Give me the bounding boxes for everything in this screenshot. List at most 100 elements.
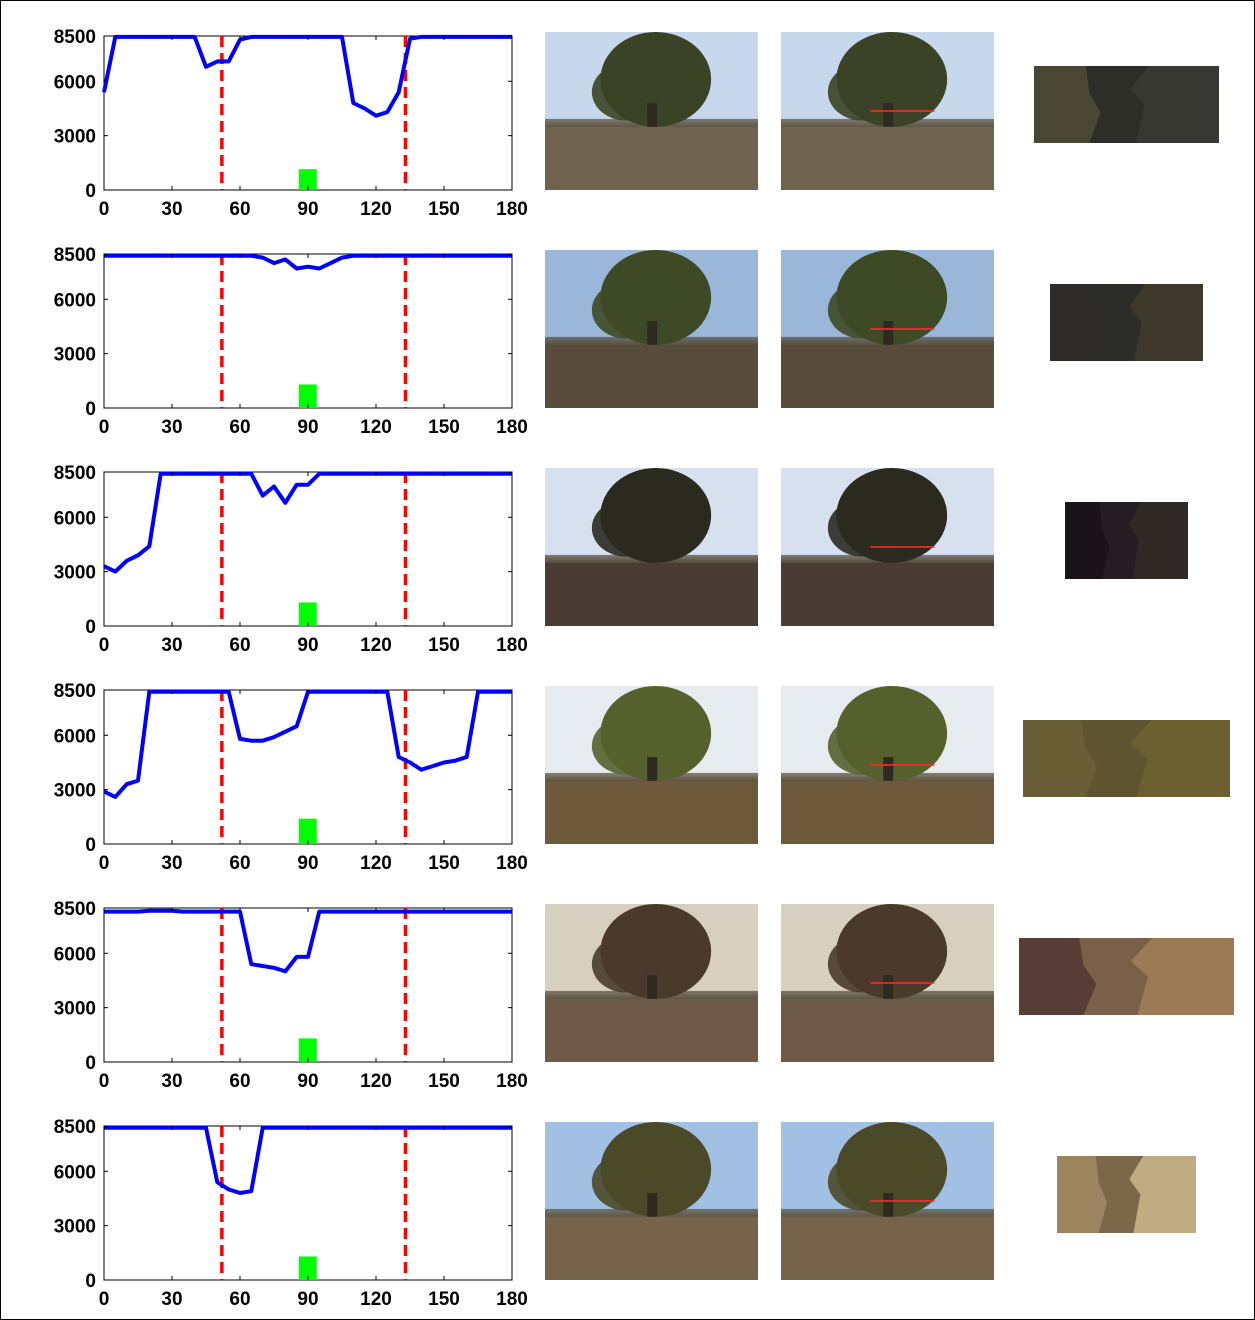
x-tick-label: 0 (99, 635, 110, 656)
x-tick-label: 90 (297, 1289, 318, 1310)
y-tick-label: 8500 (54, 245, 96, 266)
plot-area (103, 689, 513, 845)
y-tick-label: 8500 (54, 681, 96, 702)
x-tick-label: 30 (161, 199, 182, 220)
scene-image-annotated (781, 32, 994, 190)
signal-chart: 0 30 60 90 120 150 180 0 3000 6000 8500 (54, 27, 528, 220)
x-tick-label: 150 (428, 635, 460, 656)
x-tick-label: 0 (99, 1289, 110, 1310)
y-tick-label: 3000 (54, 1217, 96, 1238)
green-bar (298, 602, 317, 626)
scene-image-annotated (781, 250, 994, 408)
x-tick-label: 120 (360, 635, 392, 656)
segmentation-patch (1065, 502, 1188, 579)
x-tick-label: 90 (297, 199, 318, 220)
x-tick-label: 180 (496, 635, 528, 656)
scene-image (545, 1122, 758, 1280)
figure-row-5: 0 30 60 90 120 150 180 0 3000 6000 8500 (0, 899, 1255, 1098)
y-tick-label: 3000 (54, 999, 96, 1020)
plot-area (103, 35, 513, 191)
figure-row-4: 0 30 60 90 120 150 180 0 3000 6000 8500 (0, 681, 1255, 880)
x-tick-label: 30 (161, 417, 182, 438)
y-tick-label: 3000 (54, 345, 96, 366)
scene-image-annotated (781, 904, 994, 1062)
green-bar (298, 1038, 317, 1062)
green-bar (298, 1256, 317, 1280)
y-tick-label: 0 (85, 399, 96, 420)
x-tick-label: 0 (99, 853, 110, 874)
x-tick-label: 30 (161, 1071, 182, 1092)
y-tick-label: 0 (85, 617, 96, 638)
x-tick-label: 60 (229, 1071, 250, 1092)
x-tick-label: 90 (297, 853, 318, 874)
x-tick-label: 120 (360, 417, 392, 438)
y-tick-label: 8500 (54, 1117, 96, 1138)
y-tick-label: 3000 (54, 127, 96, 148)
x-tick-label: 120 (360, 1071, 392, 1092)
x-tick-label: 60 (229, 635, 250, 656)
segmentation-patch (1023, 720, 1230, 797)
y-tick-label: 0 (85, 1053, 96, 1074)
signal-chart: 0 30 60 90 120 150 180 0 3000 6000 8500 (54, 463, 528, 656)
y-tick-label: 6000 (54, 508, 96, 529)
scene-image (545, 32, 758, 190)
figure-row-2: 0 30 60 90 120 150 180 0 3000 6000 8500 (0, 245, 1255, 444)
scene-image (545, 686, 758, 844)
x-tick-label: 180 (496, 199, 528, 220)
figure-row-6: 0 30 60 90 120 150 180 0 3000 6000 8500 (0, 1117, 1255, 1316)
x-tick-label: 120 (360, 199, 392, 220)
green-bar (298, 384, 317, 408)
x-tick-label: 90 (297, 635, 318, 656)
segmentation-patch (1050, 284, 1203, 361)
x-tick-label: 90 (297, 417, 318, 438)
scene-image (545, 468, 758, 626)
signal-chart: 0 30 60 90 120 150 180 0 3000 6000 8500 (54, 681, 528, 874)
green-bar (298, 169, 317, 190)
x-tick-label: 120 (360, 853, 392, 874)
signal-chart: 0 30 60 90 120 150 180 0 3000 6000 8500 (54, 245, 528, 438)
x-tick-label: 180 (496, 1071, 528, 1092)
plot-area (103, 471, 513, 627)
x-tick-label: 180 (496, 417, 528, 438)
y-tick-label: 8500 (54, 463, 96, 484)
scene-image (545, 904, 758, 1062)
x-tick-label: 150 (428, 199, 460, 220)
y-tick-label: 6000 (54, 290, 96, 311)
x-tick-label: 60 (229, 1289, 250, 1310)
segmentation-patch (1034, 66, 1219, 143)
segmentation-patch (1057, 1156, 1196, 1233)
plot-area (103, 253, 513, 409)
signal-chart: 0 30 60 90 120 150 180 0 3000 6000 8500 (54, 899, 528, 1092)
x-tick-label: 90 (297, 1071, 318, 1092)
x-tick-label: 150 (428, 853, 460, 874)
x-tick-label: 150 (428, 417, 460, 438)
y-tick-label: 3000 (54, 781, 96, 802)
figure-row-3: 0 30 60 90 120 150 180 0 3000 6000 8500 (0, 463, 1255, 662)
green-bar (298, 818, 317, 844)
x-tick-label: 30 (161, 853, 182, 874)
x-tick-label: 180 (496, 853, 528, 874)
segmentation-patch (1019, 938, 1234, 1015)
scene-image-annotated (781, 468, 994, 626)
scene-image (545, 250, 758, 408)
y-tick-label: 6000 (54, 944, 96, 965)
x-tick-label: 30 (161, 1289, 182, 1310)
y-tick-label: 8500 (54, 27, 96, 48)
x-tick-label: 30 (161, 635, 182, 656)
y-tick-label: 6000 (54, 72, 96, 93)
x-tick-label: 150 (428, 1289, 460, 1310)
y-tick-label: 8500 (54, 899, 96, 920)
y-tick-label: 0 (85, 181, 96, 202)
x-tick-label: 150 (428, 1071, 460, 1092)
y-tick-label: 0 (85, 835, 96, 856)
y-tick-label: 3000 (54, 563, 96, 584)
scene-image-annotated (781, 686, 994, 844)
x-tick-label: 60 (229, 199, 250, 220)
y-tick-label: 6000 (54, 1162, 96, 1183)
x-tick-label: 0 (99, 199, 110, 220)
y-tick-label: 6000 (54, 726, 96, 747)
x-tick-label: 60 (229, 853, 250, 874)
x-tick-label: 0 (99, 1071, 110, 1092)
y-tick-label: 0 (85, 1271, 96, 1292)
signal-chart: 0 30 60 90 120 150 180 0 3000 6000 8500 (54, 1117, 528, 1310)
